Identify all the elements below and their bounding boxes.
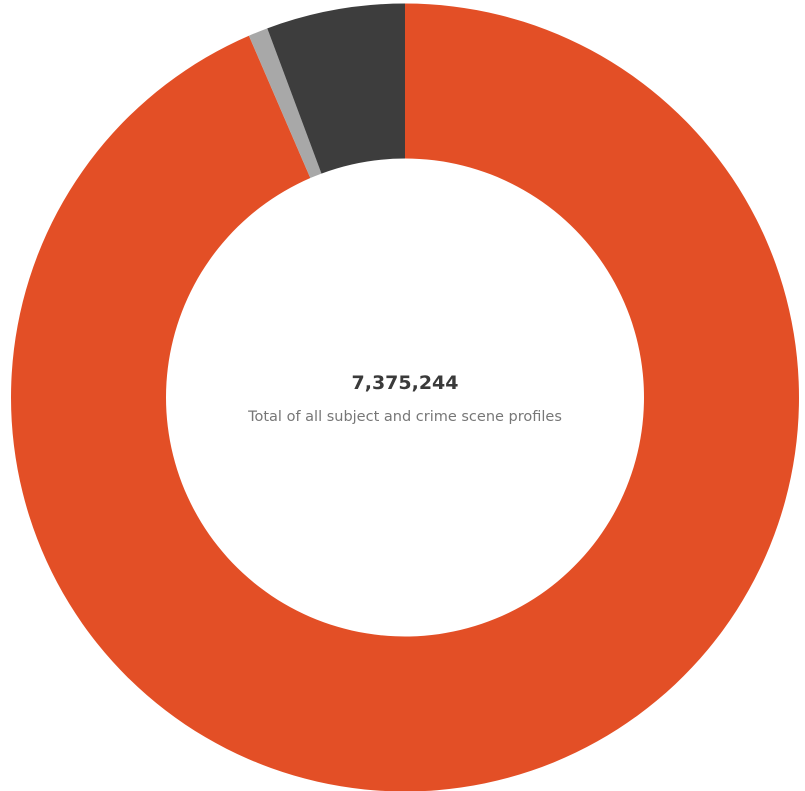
donut-slices: [11, 3, 799, 791]
center-total-value: 7,375,244: [352, 372, 459, 394]
donut-slice-3: [267, 3, 405, 174]
donut-slice-2: [248, 28, 322, 179]
center-total-caption: Total of all subject and crime scene pro…: [247, 409, 562, 425]
donut-slice-1: [11, 3, 799, 791]
